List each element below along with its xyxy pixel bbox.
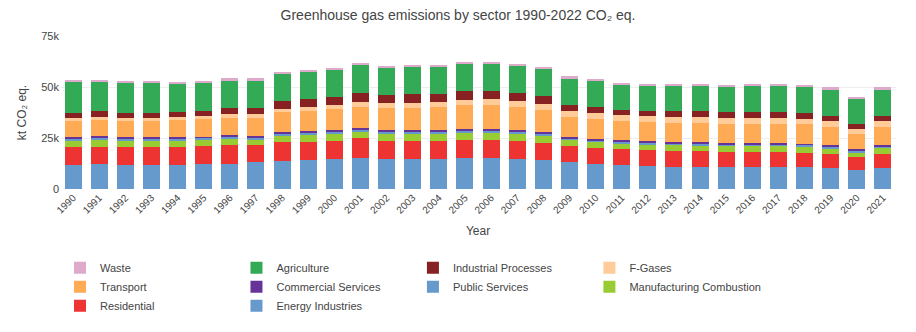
svg-text:25k: 25k — [41, 132, 59, 144]
svg-text:2010: 2010 — [577, 192, 601, 216]
svg-text:1996: 1996 — [211, 192, 235, 216]
svg-text:Energy Industries: Energy Industries — [276, 300, 362, 312]
svg-text:2006: 2006 — [472, 192, 496, 216]
svg-text:Public Services: Public Services — [453, 281, 529, 293]
svg-text:2003: 2003 — [394, 192, 418, 216]
svg-text:Industrial Processes: Industrial Processes — [453, 262, 553, 274]
svg-text:1993: 1993 — [133, 192, 157, 216]
svg-text:2005: 2005 — [446, 192, 470, 216]
svg-text:2000: 2000 — [316, 192, 340, 216]
svg-text:1999: 1999 — [290, 192, 314, 216]
svg-text:1990: 1990 — [54, 192, 78, 216]
svg-text:1995: 1995 — [185, 192, 209, 216]
svg-text:2020: 2020 — [838, 192, 862, 216]
svg-text:1994: 1994 — [159, 192, 183, 216]
svg-text:2015: 2015 — [708, 192, 732, 216]
svg-text:F-Gases: F-Gases — [629, 262, 672, 274]
svg-text:50k: 50k — [41, 81, 59, 93]
svg-text:Agriculture: Agriculture — [276, 262, 329, 274]
svg-text:1992: 1992 — [107, 192, 131, 216]
svg-text:2014: 2014 — [681, 192, 705, 216]
svg-text:1991: 1991 — [81, 192, 105, 216]
svg-text:75k: 75k — [41, 30, 59, 42]
svg-text:2002: 2002 — [368, 192, 392, 216]
svg-text:kt CO₂ eq.: kt CO₂ eq. — [15, 85, 29, 140]
svg-text:1997: 1997 — [237, 192, 261, 216]
svg-text:2009: 2009 — [551, 192, 575, 216]
svg-text:2008: 2008 — [525, 192, 549, 216]
svg-text:Transport: Transport — [100, 281, 147, 293]
svg-text:2013: 2013 — [655, 192, 679, 216]
svg-text:Year: Year — [466, 224, 490, 238]
svg-text:2018: 2018 — [786, 192, 810, 216]
svg-text:Greenhouse gas emissions by se: Greenhouse gas emissions by sector 1990-… — [281, 7, 636, 23]
svg-text:2004: 2004 — [420, 192, 444, 216]
svg-text:2017: 2017 — [760, 192, 784, 216]
svg-text:2012: 2012 — [629, 192, 653, 216]
svg-text:2001: 2001 — [342, 192, 366, 216]
svg-text:1998: 1998 — [263, 192, 287, 216]
svg-text:2011: 2011 — [604, 192, 627, 215]
svg-text:Commercial Services: Commercial Services — [276, 281, 380, 293]
svg-text:2021: 2021 — [864, 192, 888, 216]
svg-text:Manufacturing Combustion: Manufacturing Combustion — [629, 281, 760, 293]
svg-text:2016: 2016 — [734, 192, 758, 216]
svg-text:2007: 2007 — [499, 192, 523, 216]
svg-text:2019: 2019 — [812, 192, 836, 216]
svg-text:0: 0 — [53, 183, 59, 195]
svg-text:Waste: Waste — [100, 262, 131, 274]
svg-text:Residential: Residential — [100, 300, 154, 312]
